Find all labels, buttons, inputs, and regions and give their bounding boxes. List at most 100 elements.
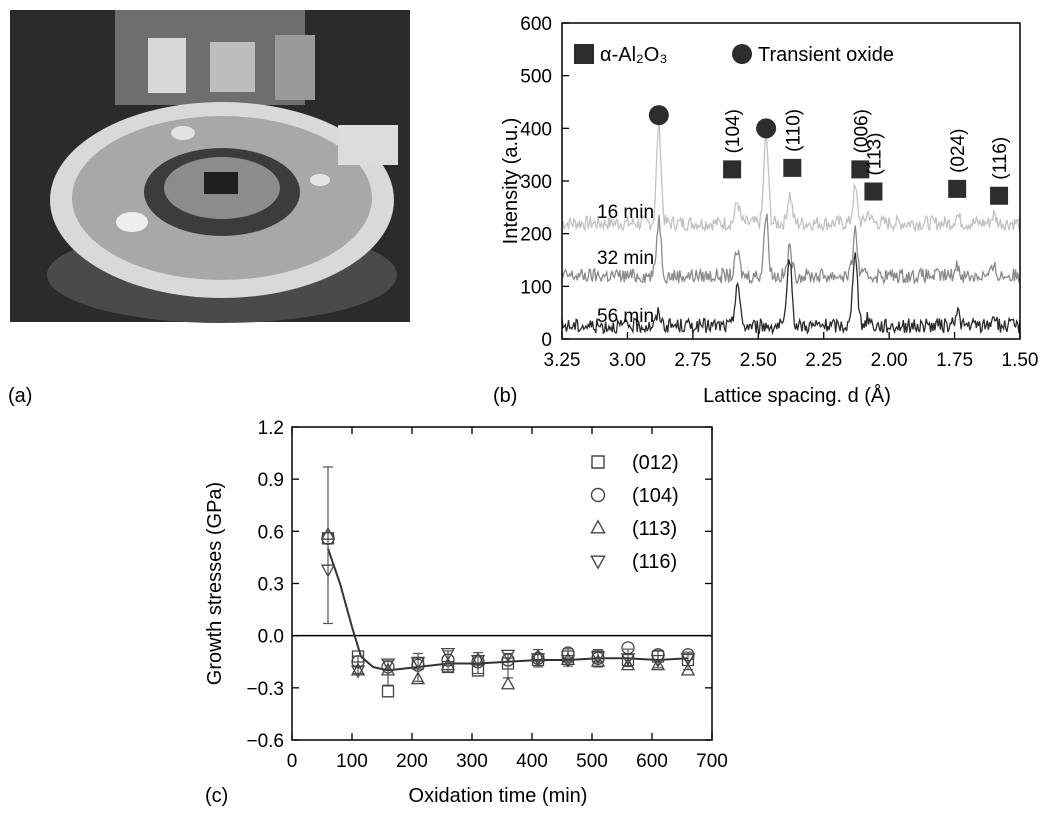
data-point <box>470 654 486 668</box>
x-tick-label: 3.25 <box>544 350 581 371</box>
peak-marker-square <box>948 179 967 198</box>
x-axis-label: Lattice spacing. d (Å) <box>703 384 891 407</box>
data-point <box>440 648 456 662</box>
y-tick-label: −0.3 <box>246 679 284 700</box>
legend-label: α-Al₂O₃ <box>600 44 667 66</box>
data-point <box>381 685 395 698</box>
y-tick-label: 500 <box>520 67 552 88</box>
data-point <box>440 657 456 671</box>
y-tick-label: 100 <box>520 277 552 298</box>
photo-knob-left <box>116 212 148 232</box>
photo-bracket-left <box>148 38 186 93</box>
panel-label-b: (b) <box>493 385 517 407</box>
photo-sample <box>204 172 238 194</box>
photo-side-block <box>338 125 398 165</box>
data-point <box>350 665 366 679</box>
legend-marker <box>590 487 606 503</box>
data-point <box>620 653 636 667</box>
data-point <box>590 653 606 667</box>
panel-label-a: (a) <box>8 385 32 407</box>
data-point <box>381 660 395 674</box>
peak-marker-square <box>783 158 802 177</box>
series-label: 32 min <box>597 248 654 269</box>
stress-chart: 0 100 200 300 400 500 600 700 −0.6 −0.3 0.0 0.3 0.6 0… <box>204 418 728 807</box>
legend-label: (104) <box>632 485 679 507</box>
photo-bracket-right <box>275 35 315 100</box>
x-tick-label: 200 <box>396 751 428 772</box>
data-point <box>441 653 455 667</box>
peak-marker-square <box>864 182 883 201</box>
data-point <box>560 652 576 666</box>
peak-label: (116) <box>990 137 1011 180</box>
peak-label: (024) <box>948 129 969 173</box>
peak-label: (006) <box>851 109 872 153</box>
peak-marker-square <box>990 186 1009 205</box>
data-point <box>651 648 665 662</box>
data-point <box>380 662 396 676</box>
data-point <box>500 649 516 663</box>
y-tick-label: 0.3 <box>258 575 284 596</box>
x-tick-label: 2.25 <box>805 350 842 371</box>
legend-label: (116) <box>632 551 677 573</box>
data-point <box>590 651 606 665</box>
y-axis-label: Growth stresses (GPa) <box>204 482 226 685</box>
data-point <box>350 662 366 676</box>
data-point <box>560 654 576 668</box>
peak-marker-circle <box>648 105 669 126</box>
x-tick-label: 2.00 <box>871 350 908 371</box>
series-trace <box>561 213 1021 286</box>
y-axis-label: Intensity (a.u.) <box>500 118 522 245</box>
x-tick-label: 2.75 <box>674 350 711 371</box>
legend-label: (113) <box>632 518 677 540</box>
legend-marker <box>591 455 605 469</box>
data-point <box>470 652 486 666</box>
peak-label: (113) <box>864 133 885 176</box>
x-tick-label: 400 <box>516 751 548 772</box>
series-label: 16 min <box>597 202 654 223</box>
data-point <box>501 653 515 667</box>
y-tick-label: 0.0 <box>258 627 284 648</box>
peak-marker-circle <box>756 118 777 139</box>
data-point <box>680 653 696 667</box>
y-tick-label: 0.9 <box>258 470 284 491</box>
photo-panel <box>10 10 410 323</box>
peak-marker-square <box>723 160 742 179</box>
photo-bracket-center <box>210 42 255 92</box>
data-point <box>410 656 426 670</box>
peak-label: (110) <box>783 109 804 152</box>
legend-marker <box>590 555 606 570</box>
y-tick-label: 1.2 <box>258 418 284 439</box>
y-tick-label: 0 <box>541 330 552 351</box>
x-tick-label: 500 <box>576 751 608 772</box>
data-point <box>561 650 575 663</box>
data-point <box>620 657 636 671</box>
peak-marker-square <box>851 160 870 179</box>
x-tick-label: 3.00 <box>609 350 646 371</box>
data-point <box>380 658 396 672</box>
xrd-chart: 16 min 32 min 56 min 3.25 3.00 2.75 2.50 2.25 2.… <box>500 14 1038 407</box>
x-tick-label: 300 <box>456 751 488 772</box>
data-point <box>530 653 546 667</box>
data-point <box>500 676 516 690</box>
peak-label: (104) <box>723 109 744 153</box>
series-label: 56 min <box>597 306 654 327</box>
x-tick-label: 0 <box>287 751 298 772</box>
y-tick-label: 200 <box>520 225 552 246</box>
fit-curve <box>327 548 689 672</box>
x-tick-label: 600 <box>636 751 668 772</box>
legend-label: Transient oxide <box>758 44 894 66</box>
series-trace <box>561 252 1021 336</box>
data-point <box>650 654 666 668</box>
photo-knob-top <box>171 126 195 140</box>
x-axis-label: Oxidation time (min) <box>409 785 588 807</box>
x-tick-label: 1.50 <box>1002 350 1039 371</box>
photo-knob-right <box>310 174 330 186</box>
x-tick-label: 700 <box>696 751 728 772</box>
data-point <box>320 526 336 540</box>
data-point <box>320 564 336 578</box>
data-point <box>530 648 546 662</box>
y-tick-label: −0.6 <box>246 731 284 752</box>
y-tick-label: 300 <box>520 172 552 193</box>
x-tick-label: 1.75 <box>936 350 973 371</box>
